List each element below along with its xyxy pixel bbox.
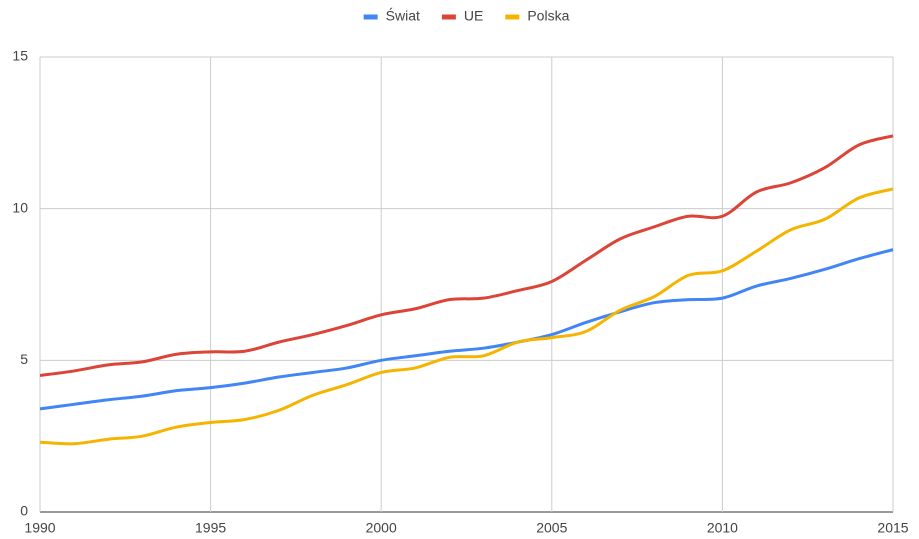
y-tick-label: 5 xyxy=(20,351,28,367)
x-tick-label: 2000 xyxy=(366,520,397,536)
x-tick-label: 1995 xyxy=(195,520,226,536)
series-line xyxy=(39,248,894,411)
y-tick-label: 15 xyxy=(12,48,28,64)
legend-label: Polska xyxy=(527,8,569,24)
x-tick-label: 2015 xyxy=(877,520,908,536)
x-tick-label: 2005 xyxy=(536,520,567,536)
legend-label: UE xyxy=(464,8,483,24)
legend-label: Świat xyxy=(386,7,420,24)
y-tick-label: 0 xyxy=(20,503,28,519)
series-line xyxy=(39,187,894,446)
x-tick-label: 2010 xyxy=(707,520,738,536)
x-tick-label: 1990 xyxy=(24,520,55,536)
series-line xyxy=(39,134,894,377)
y-tick-label: 10 xyxy=(12,199,28,215)
